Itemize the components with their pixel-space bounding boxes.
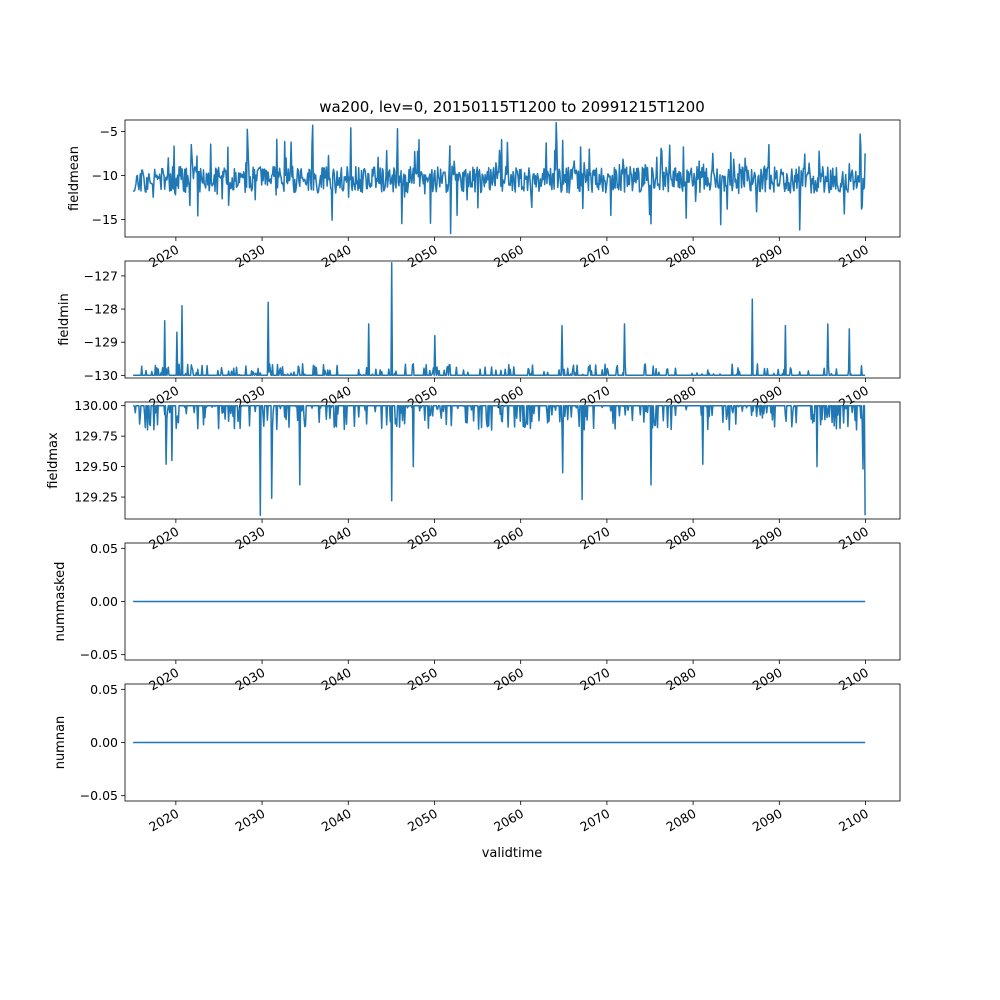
x-tick-label: 2030 (233, 806, 268, 835)
x-tick-label: 2070 (577, 665, 612, 694)
x-tick-label: 2040 (319, 242, 354, 271)
x-tick-label: 2040 (319, 806, 354, 835)
x-tick-label: 2030 (233, 242, 268, 271)
x-tick-label: 2040 (319, 524, 354, 553)
y-axis-label: nummasked (53, 562, 68, 642)
series-line-fieldmean (132, 121, 866, 235)
x-tick-label: 2080 (664, 665, 699, 694)
y-tick-label: 129.75 (74, 429, 118, 444)
x-tick-label: 2100 (836, 242, 871, 271)
x-tick-label: 2030 (233, 665, 268, 694)
x-tick-label: 2060 (491, 524, 526, 553)
y-tick-label: 0.00 (90, 735, 118, 750)
x-tick-label: 2050 (405, 665, 440, 694)
x-tick-label: 2050 (405, 524, 440, 553)
y-tick-label: −127 (84, 268, 118, 283)
x-tick-label: 2060 (491, 806, 526, 835)
y-axis-label: fieldmean (67, 146, 82, 211)
x-tick-label: 2050 (405, 806, 440, 835)
y-tick-label: 130.00 (74, 398, 118, 413)
y-tick-label: −129 (84, 335, 118, 350)
plot-frame (124, 260, 901, 379)
x-tick-label: 2100 (836, 806, 871, 835)
x-tick-label: 2070 (577, 242, 612, 271)
y-axis-label: numnan (53, 716, 68, 770)
x-tick-label: 2080 (664, 242, 699, 271)
panel-fieldmean: −15 −10 −5 2020 2030 2040 2050 2060 2070 2080 2090… (67, 119, 901, 271)
x-tick-label: 2050 (405, 383, 440, 412)
x-tick-label: 2090 (750, 242, 785, 271)
x-tick-label: 2020 (146, 806, 181, 835)
plot-frame (124, 401, 901, 520)
series-line-fieldmin (133, 261, 866, 377)
y-axis-label: fieldmax (46, 432, 61, 489)
y-tick-label: 0.05 (90, 541, 118, 556)
x-axis-label: validtime (482, 846, 543, 861)
y-tick-label: −130 (84, 368, 118, 383)
x-tick-label: 2070 (577, 806, 612, 835)
x-tick-label: 2090 (750, 524, 785, 553)
y-tick-label: 0.05 (90, 682, 118, 697)
y-tick-label: −5 (100, 124, 118, 139)
x-tick-label: 2040 (319, 665, 354, 694)
x-tick-label: 2030 (233, 524, 268, 553)
y-tick-label: −10 (92, 168, 118, 183)
y-tick-label: −128 (84, 302, 118, 317)
y-tick-label: −15 (92, 212, 118, 227)
x-tick-label: 2100 (836, 665, 871, 694)
x-tick-label: 2020 (146, 524, 181, 553)
x-tick-label: 2060 (491, 242, 526, 271)
y-tick-label: −0.05 (80, 647, 118, 662)
x-tick-label: 2060 (491, 665, 526, 694)
x-tick-label: 2090 (750, 806, 785, 835)
x-tick-label: 2050 (405, 242, 440, 271)
panel-nummasked: −0.05 0.00 0.05 2020 2030 2040 2050 2060 2070 208… (53, 541, 901, 694)
panel-numnan: −0.05 0.00 0.05 2020 2030 2040 2050 2060 2070 208… (53, 682, 901, 835)
x-tick-label: 2020 (146, 665, 181, 694)
x-tick-label: 2100 (836, 524, 871, 553)
x-tick-label: 2070 (577, 524, 612, 553)
y-tick-label: 129.50 (74, 459, 118, 474)
x-tick-label: 2080 (664, 806, 699, 835)
series-line-fieldmax (133, 404, 866, 517)
y-tick-label: −0.05 (80, 788, 118, 803)
panel-fieldmax: 129.25 129.50 129.75 130.00 2020 2030 2040 2050… (46, 398, 901, 553)
y-axis-label: fieldmin (57, 293, 72, 346)
x-tick-label: 2080 (664, 524, 699, 553)
y-tick-label: 0.00 (90, 594, 118, 609)
x-tick-label: 2020 (146, 242, 181, 271)
x-tick-label: 2090 (750, 665, 785, 694)
y-tick-label: 129.25 (74, 490, 118, 505)
plot-frame (124, 119, 901, 238)
chart-title: wa200, lev=0, 20150115T1200 to 20991215T… (319, 98, 705, 116)
